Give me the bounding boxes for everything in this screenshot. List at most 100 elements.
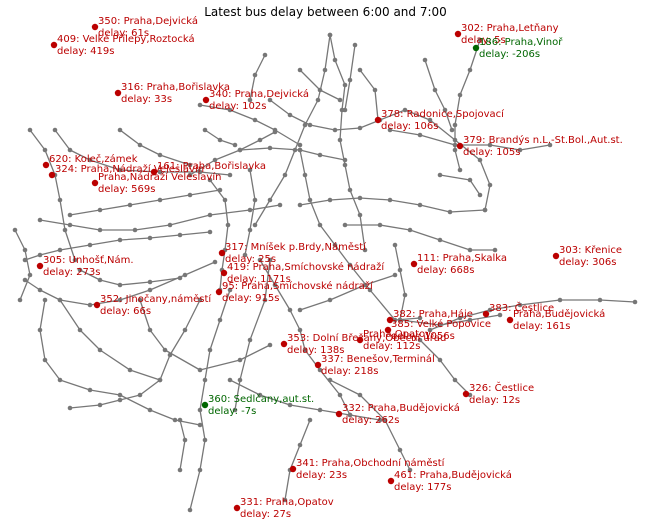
stop-marker xyxy=(314,361,322,369)
network-node xyxy=(382,417,388,423)
network-node xyxy=(322,67,328,73)
network-node xyxy=(267,257,273,263)
network-node xyxy=(247,97,253,103)
network-node xyxy=(27,272,33,278)
network-node xyxy=(212,157,218,163)
network-node xyxy=(387,127,393,133)
network-node xyxy=(227,172,233,178)
network-node xyxy=(177,467,183,473)
stop-label: 461: Praha,Budějovická delay: 177s xyxy=(394,469,512,493)
route-line xyxy=(344,44,356,111)
route-line xyxy=(399,314,501,326)
stop-label: 360: Sedlčany,aut.st. delay: -7s xyxy=(208,393,314,417)
stop-label: 340: Praha,Dejvická delay: 102s xyxy=(209,88,309,112)
stop-delay-line: delay: -7s xyxy=(208,406,256,417)
network-node xyxy=(147,235,153,241)
route-line xyxy=(244,169,256,256)
network-node xyxy=(417,315,423,321)
network-node xyxy=(377,222,383,228)
route-line xyxy=(39,204,281,231)
network-node xyxy=(352,42,358,48)
network-node xyxy=(252,117,258,123)
network-node xyxy=(117,167,123,173)
network-node xyxy=(242,252,248,258)
stop-marker xyxy=(384,326,392,334)
network-node xyxy=(332,127,338,133)
network-node xyxy=(117,392,123,398)
network-node xyxy=(257,257,263,263)
stop-marker xyxy=(91,23,99,31)
route-line xyxy=(389,129,551,151)
network-node xyxy=(147,279,153,285)
stop-label: 95: Praha,Smíchovské nádraží delay: 915s xyxy=(222,280,374,304)
network-node xyxy=(307,197,313,203)
network-node xyxy=(225,222,231,228)
network-node xyxy=(427,117,433,123)
stop-label: 324: Praha,Nádraží Veleslavín xyxy=(55,163,204,175)
stop-name-line: 316: Praha,Bořislavka xyxy=(121,81,230,93)
network-node xyxy=(417,202,423,208)
stop-name-line: 341: Praha,Obchodní náměstí xyxy=(296,457,446,469)
network-node xyxy=(337,97,343,103)
network-node xyxy=(42,297,48,303)
network-node xyxy=(357,195,363,201)
network-node xyxy=(237,357,243,363)
network-node xyxy=(517,302,523,308)
network-node xyxy=(362,247,368,253)
stop-delay-line: delay: 12s xyxy=(469,395,520,406)
network-node xyxy=(457,92,463,98)
stop-label: 620: Koleč,zámek xyxy=(49,153,138,165)
network-node xyxy=(487,307,493,313)
route-line xyxy=(254,34,331,226)
route-line xyxy=(119,129,191,166)
network-node xyxy=(157,169,163,175)
network-node xyxy=(407,227,413,233)
stop-marker xyxy=(456,142,464,150)
network-node xyxy=(342,157,348,163)
network-node xyxy=(467,67,473,73)
network-node xyxy=(57,247,63,253)
network-node xyxy=(197,407,203,413)
stop-name-line: 161: Praha,Bořislavka xyxy=(157,160,266,172)
stop-marker xyxy=(50,41,58,49)
route-line xyxy=(424,59,453,131)
network-node xyxy=(327,297,333,303)
network-node xyxy=(257,137,263,143)
route-line xyxy=(69,189,221,216)
network-node xyxy=(197,297,203,303)
network-node xyxy=(317,407,323,413)
network-node xyxy=(347,187,353,193)
stop-marker xyxy=(482,310,490,318)
stop-name-line: 111: Praha,Skalka xyxy=(417,253,507,264)
stop-marker xyxy=(506,316,514,324)
network-node xyxy=(227,287,233,293)
network-node xyxy=(342,82,348,88)
network-node xyxy=(327,197,333,203)
network-node xyxy=(357,125,363,131)
stop-name-line: 353: Dolní Břežany,Obecní úřad xyxy=(287,332,446,344)
network-node xyxy=(177,232,183,238)
network-node xyxy=(182,327,188,333)
stop-name-line: 461: Praha,Budějovická xyxy=(394,469,512,481)
network-node xyxy=(347,77,353,83)
stop-label: 303: Křenice delay: 306s xyxy=(559,244,622,268)
network-node xyxy=(117,397,123,403)
stop-delay-line: delay: 112s xyxy=(363,341,420,352)
network-node xyxy=(207,229,213,235)
network-node xyxy=(217,137,223,143)
stop-name-line: 352: Jinočany,náměstí xyxy=(100,293,212,305)
network-node xyxy=(372,87,378,93)
network-node xyxy=(297,307,303,313)
route-line xyxy=(14,229,31,301)
stop-label: Praha,Budějovická delay: 161s xyxy=(513,308,605,332)
network-node xyxy=(267,342,273,348)
stop-delay-line: delay: 27s xyxy=(240,509,291,520)
stop-delay-line: delay: 306s xyxy=(559,257,616,268)
network-node xyxy=(437,237,443,243)
network-node xyxy=(67,212,73,218)
network-node xyxy=(207,177,213,183)
stop-label: 186: Praha,Vinoř delay: -206s xyxy=(479,36,563,60)
network-node xyxy=(337,392,343,398)
stop-label: 317: Mníšek p.Brdy,Náměstí delay: 25s xyxy=(225,241,367,265)
network-node xyxy=(72,257,78,263)
